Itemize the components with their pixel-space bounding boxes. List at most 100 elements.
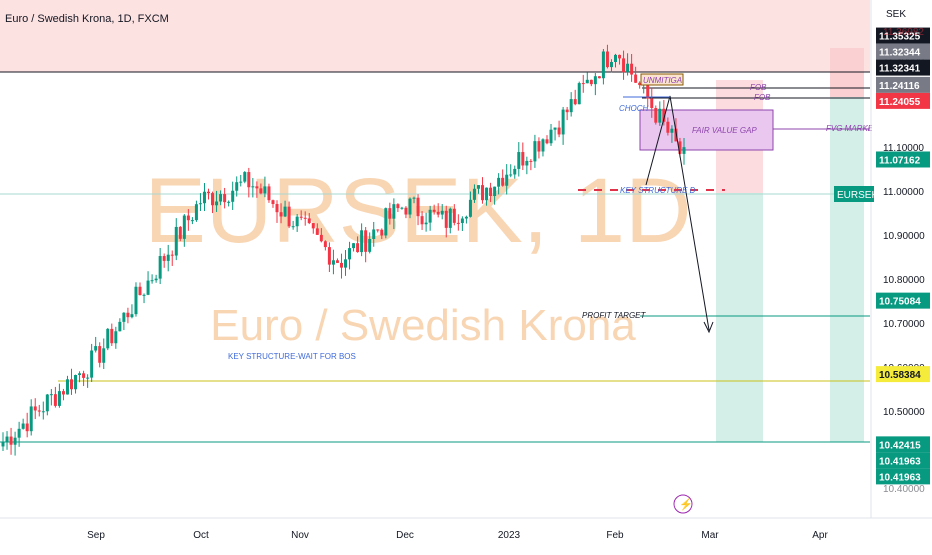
time-ticks: Sep Oct Nov Dec 2023 Feb Mar Apr	[87, 530, 828, 541]
candle-body-34	[138, 286, 142, 296]
fvg-zone	[639, 109, 774, 151]
watermark-sub: Euro / Swedish Krona	[210, 301, 636, 350]
candles-group	[1, 44, 686, 456]
price-label-bg-3	[876, 76, 930, 93]
candle-body-107	[432, 209, 436, 212]
candle-body-63	[255, 186, 259, 189]
candle-body-135	[545, 139, 549, 144]
candle-body-77	[311, 223, 315, 229]
candle-body-46	[186, 215, 190, 221]
candle-body-70	[283, 206, 287, 217]
candle-body-167	[674, 128, 678, 142]
candle-body-137	[553, 127, 557, 130]
candle-body-61	[247, 172, 251, 188]
price-tick-5: 11.00000	[883, 187, 924, 198]
price-label-bg-1	[876, 43, 930, 60]
candle-body-38	[154, 278, 158, 281]
candle-body-125	[505, 174, 509, 186]
candle-body-37	[150, 280, 154, 282]
time-tick-apr: Apr	[812, 530, 828, 541]
candle-body-99	[400, 207, 404, 209]
candle-body-67	[271, 200, 275, 205]
candle-body-114	[460, 218, 464, 224]
symbol-title[interactable]: Euro / Swedish Krona, 1D, FXCM	[5, 13, 169, 25]
candle-body-136	[549, 129, 553, 144]
candle-body-78	[315, 228, 319, 235]
time-tick-sep: Sep	[87, 530, 105, 541]
candle-body-10	[41, 411, 45, 413]
candle-body-112	[452, 208, 456, 223]
candle-body-29	[118, 321, 122, 332]
candle-body-36	[146, 280, 150, 295]
candle-body-43	[174, 226, 178, 256]
candle-body-154	[622, 58, 626, 73]
candle-body-95	[384, 208, 388, 236]
candle-body-157	[634, 74, 638, 83]
price-label-bg-6	[876, 292, 930, 309]
candle-body-16	[65, 379, 69, 395]
candle-body-76	[307, 218, 311, 224]
candle-body-60	[243, 172, 247, 182]
event-icon-ring[interactable]	[673, 494, 693, 514]
candle-body-129	[521, 152, 525, 166]
candle-body-62	[251, 186, 255, 188]
currency-label: SEK	[886, 9, 906, 20]
candle-body-153	[618, 54, 622, 59]
candle-body-35	[142, 294, 146, 296]
key-wait-label: KEY STRUCTURE-WAIT FOR BOS	[228, 352, 356, 361]
fvg-marker-label: FVG MARKER	[826, 124, 879, 133]
candle-body-50	[202, 191, 206, 204]
candle-body-97	[392, 204, 396, 219]
candle-body-152	[613, 54, 617, 62]
symbol-badge: EURSEK	[837, 190, 878, 201]
candle-body-158	[638, 82, 642, 86]
candle-body-11	[45, 394, 49, 412]
candle-body-58	[235, 182, 239, 191]
candle-body-168	[678, 141, 682, 154]
time-tick-feb: Feb	[606, 530, 624, 541]
partial-top-label: 11.36982	[883, 27, 924, 38]
candle-body-41	[166, 254, 170, 261]
price-tick-2: 10.70000	[883, 319, 925, 330]
lightning-icon[interactable]: ⚡	[679, 498, 693, 511]
candle-body-115	[464, 216, 468, 219]
candle-body-126	[509, 174, 513, 176]
candle-body-134	[541, 139, 545, 152]
candle-body-96	[388, 208, 392, 219]
candle-body-21	[86, 377, 90, 379]
candle-body-15	[61, 391, 65, 395]
candle-body-52	[211, 193, 215, 206]
projection-path	[645, 95, 710, 331]
candle-body-100	[404, 207, 408, 215]
candle-body-160	[646, 81, 650, 99]
candle-body-132	[533, 141, 537, 162]
time-tick-nov: Nov	[291, 530, 309, 541]
candle-body-86	[348, 248, 352, 260]
choch-label: CHOCH	[619, 104, 649, 113]
candle-body-149	[601, 51, 605, 79]
candle-body-131	[529, 160, 533, 162]
candle-body-83	[335, 260, 339, 263]
candle-body-93	[376, 229, 380, 231]
candle-body-13	[53, 394, 57, 406]
candle-body-98	[396, 204, 400, 209]
long-position-zone-1	[716, 193, 763, 442]
candle-body-73	[295, 216, 299, 227]
candle-body-116	[468, 199, 472, 217]
candle-body-156	[630, 63, 634, 75]
candle-body-110	[444, 210, 448, 228]
key-structure-label: KEY STRUCTURE D	[620, 186, 696, 195]
candle-body-75	[303, 217, 307, 219]
candle-body-66	[267, 186, 271, 201]
candle-body-109	[440, 210, 444, 215]
candle-body-140	[565, 109, 569, 113]
candle-body-6	[25, 423, 29, 432]
candle-body-133	[537, 141, 541, 152]
candle-body-28	[114, 331, 118, 344]
candle-body-9	[37, 410, 41, 412]
projection-arrowhead	[703, 321, 714, 334]
candle-body-87	[352, 243, 356, 249]
price-tick-3: 10.80000	[883, 275, 925, 286]
